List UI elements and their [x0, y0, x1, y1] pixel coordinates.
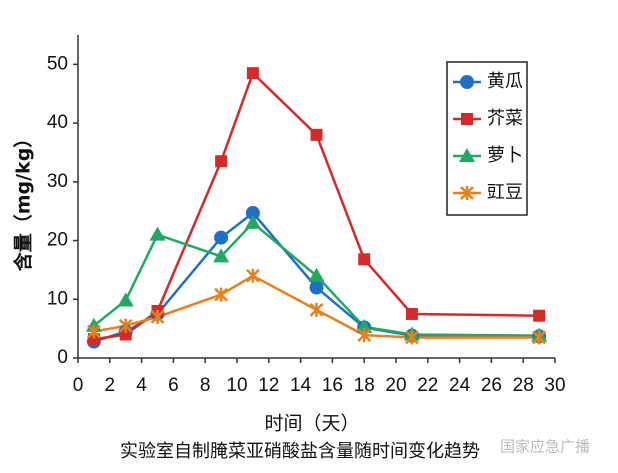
- x-tick-label: 30: [544, 375, 565, 396]
- x-tick-label: 6: [168, 375, 179, 396]
- x-tick-label: 20: [385, 375, 406, 396]
- y-tick-label: 50: [47, 53, 68, 74]
- marker: [358, 253, 371, 266]
- y-tick-label: 40: [47, 112, 68, 133]
- x-tick-label: 28: [513, 375, 534, 396]
- legend-label: 黄瓜: [487, 71, 523, 92]
- x-tick-label: 22: [417, 375, 438, 396]
- marker: [150, 309, 165, 324]
- marker: [459, 148, 475, 162]
- marker: [309, 302, 324, 317]
- marker: [244, 214, 261, 229]
- marker: [246, 268, 260, 283]
- marker: [309, 280, 324, 295]
- y-tick-label: 30: [47, 171, 68, 192]
- y-tick-label: 0: [57, 347, 68, 368]
- marker: [213, 248, 230, 263]
- x-tick-label: 26: [481, 375, 502, 396]
- marker: [118, 318, 133, 333]
- marker: [461, 113, 473, 125]
- marker: [310, 128, 323, 141]
- marker: [533, 309, 546, 322]
- x-tick-label: 14: [290, 375, 312, 396]
- marker: [308, 267, 325, 282]
- marker: [532, 330, 546, 345]
- x-tick-label: 2: [105, 375, 116, 396]
- marker: [357, 328, 372, 343]
- legend-label: 豇豆: [487, 182, 523, 203]
- x-tick-label: 4: [136, 375, 147, 396]
- marker: [405, 307, 418, 320]
- x-tick-label: 18: [354, 375, 375, 396]
- y-tick-label: 20: [47, 230, 68, 251]
- x-tick-label: 8: [200, 375, 211, 396]
- marker: [460, 186, 474, 200]
- marker: [119, 328, 132, 341]
- legend-label: 萝卜: [487, 145, 523, 166]
- x-axis-label: 时间（天）: [264, 413, 359, 435]
- y-axis-label: 含量（mg/kg）: [12, 129, 35, 272]
- x-tick-label: 24: [449, 375, 471, 396]
- marker: [245, 205, 260, 220]
- marker: [215, 155, 228, 168]
- y-tick-label: 10: [47, 288, 68, 309]
- legend-box: [446, 61, 528, 216]
- x-tick-label: 12: [258, 375, 279, 396]
- marker: [87, 324, 101, 339]
- marker: [214, 230, 229, 245]
- legend-label: 芥菜: [487, 108, 523, 129]
- marker: [405, 330, 419, 345]
- x-tick-label: 10: [226, 375, 247, 396]
- marker: [460, 75, 474, 89]
- caption: 实验室自制腌菜亚硝酸盐含量随时间变化趋势: [120, 441, 480, 462]
- marker: [117, 292, 134, 307]
- marker: [214, 287, 228, 302]
- x-tick-label: 0: [73, 375, 84, 396]
- marker: [246, 67, 259, 80]
- x-tick-label: 16: [322, 375, 343, 396]
- marker: [149, 226, 166, 241]
- watermark: 国家应急广播: [500, 438, 590, 456]
